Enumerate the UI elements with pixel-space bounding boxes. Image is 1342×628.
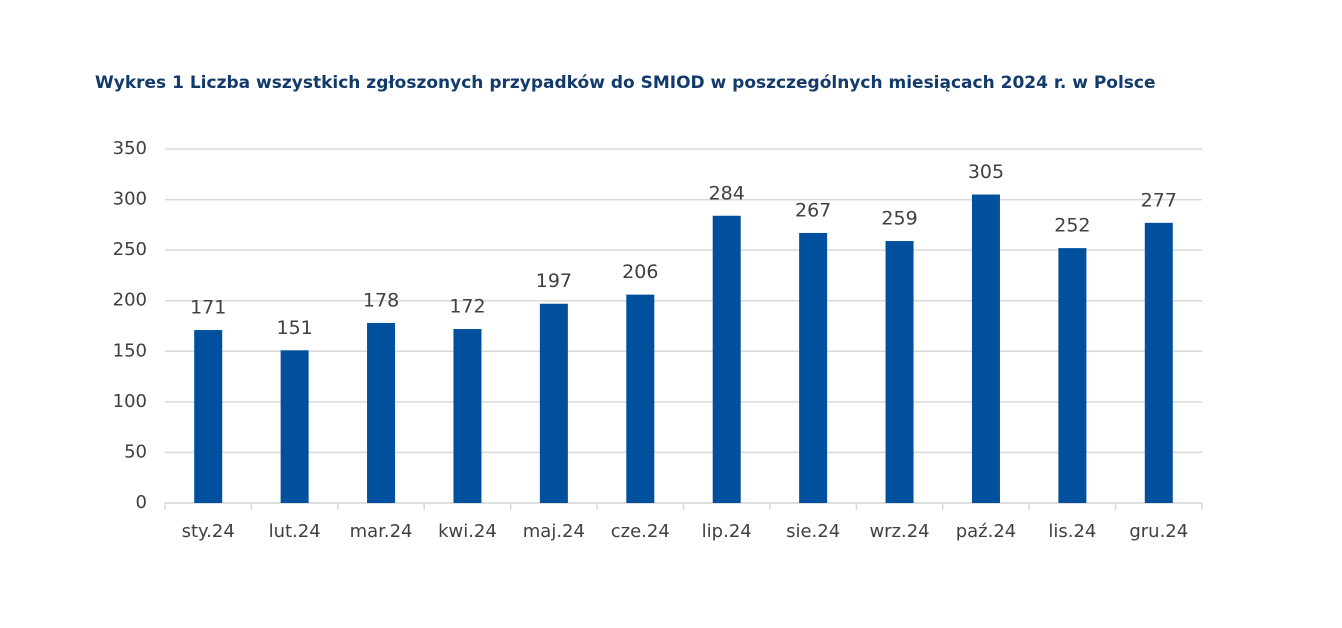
x-tick-label: kwi.24 — [438, 521, 497, 542]
bar — [971, 194, 1000, 503]
bar — [280, 350, 309, 503]
chart-title: Wykres 1 Liczba wszystkich zgłoszonych p… — [95, 73, 1156, 93]
bar — [539, 303, 568, 503]
x-tick-label: lis.24 — [1048, 521, 1096, 542]
y-tick-label: 100 — [113, 391, 147, 412]
x-tick-label: cze.24 — [611, 521, 670, 542]
x-tick-label: maj.24 — [523, 521, 585, 542]
x-tick-label: lut.24 — [269, 521, 321, 542]
y-tick-label: 0 — [136, 492, 147, 513]
y-tick-label: 350 — [113, 138, 147, 159]
data-label: 267 — [795, 199, 831, 221]
data-label: 284 — [709, 182, 745, 204]
y-tick-label: 200 — [113, 290, 147, 311]
y-tick-label: 50 — [124, 441, 147, 462]
data-label: 277 — [1141, 189, 1177, 211]
y-tick-label: 150 — [113, 340, 147, 361]
x-tick-label: sty.24 — [182, 521, 235, 542]
bar — [1144, 222, 1173, 503]
x-tick-label: mar.24 — [350, 521, 413, 542]
x-tick-label: lip.24 — [702, 521, 752, 542]
bar — [453, 329, 482, 503]
bar — [712, 215, 741, 504]
x-tick-label: paź.24 — [956, 521, 1017, 542]
y-tick-label: 250 — [113, 239, 147, 260]
data-label: 305 — [968, 161, 1004, 183]
data-label: 252 — [1054, 215, 1090, 237]
bar — [799, 232, 828, 503]
bar — [626, 294, 655, 503]
data-label: 206 — [622, 261, 658, 283]
x-tick-label: sie.24 — [786, 521, 840, 542]
data-label: 197 — [536, 270, 572, 292]
bar — [1058, 248, 1087, 503]
x-tick-label: gru.24 — [1129, 521, 1188, 542]
data-label: 178 — [363, 289, 399, 311]
data-label: 171 — [190, 297, 226, 319]
x-tick-label: wrz.24 — [869, 521, 929, 542]
bar — [885, 241, 914, 504]
data-label: 259 — [881, 208, 917, 230]
data-label: 151 — [276, 317, 312, 339]
y-tick-label: 300 — [113, 189, 147, 210]
bar — [194, 330, 223, 503]
bar — [367, 322, 396, 503]
data-label: 172 — [449, 296, 485, 318]
